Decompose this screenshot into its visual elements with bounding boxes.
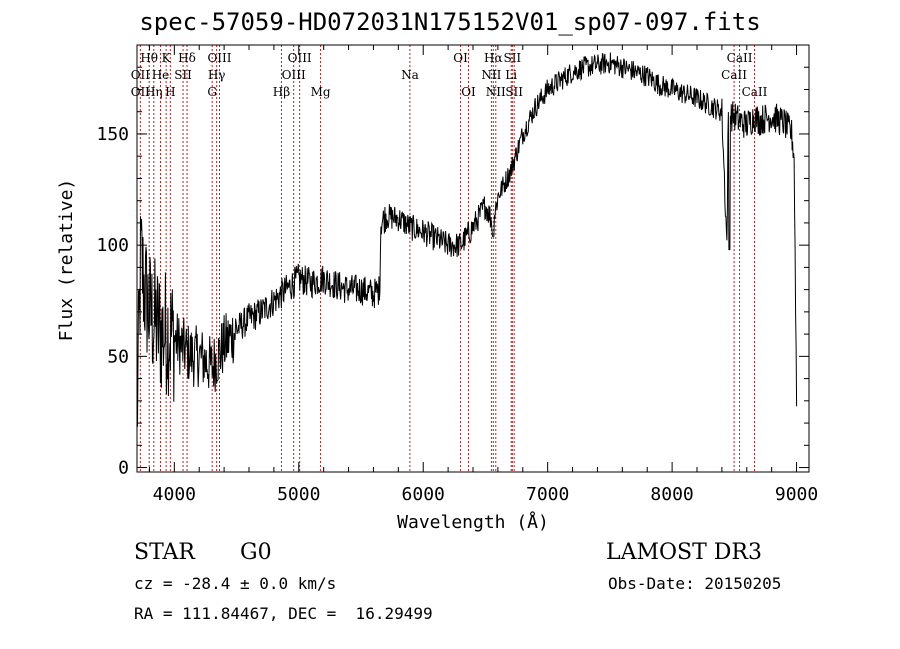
spectral-line-label-19: Hη bbox=[145, 85, 163, 99]
spectral-line-label-0: Hθ bbox=[140, 51, 158, 65]
spectral-line-label-13: OIII bbox=[282, 68, 306, 82]
spectral-line-label-10: He bbox=[152, 68, 170, 82]
spectral-line-label-17: CaII bbox=[721, 68, 747, 82]
spectral-line-label-27: CaII bbox=[742, 85, 768, 99]
spectral-line-label-2: Hδ bbox=[178, 51, 196, 65]
y-tick-label-0: 0 bbox=[118, 458, 129, 479]
spectral-line-label-1: K bbox=[162, 51, 172, 65]
ra-dec-coordinates: RA = 111.84467, DEC = 16.29499 bbox=[134, 604, 433, 623]
y-tick-label-100: 100 bbox=[96, 235, 129, 256]
spectrum-series-line bbox=[136, 52, 798, 427]
spectral-line-markers bbox=[139, 45, 755, 472]
x-axis-ticks: 4000 5000 6000 7000 8000 9000 bbox=[148, 45, 818, 505]
spectral-line-label-7: SII bbox=[503, 51, 521, 65]
spectral-line-label-3: OIII bbox=[207, 51, 231, 65]
observation-date: Obs-Date: 20150205 bbox=[608, 574, 782, 593]
spectral-line-label-21: G bbox=[207, 85, 217, 99]
spectral-line-label-6: Hα bbox=[484, 51, 503, 65]
x-tick-label-4000: 4000 bbox=[153, 484, 196, 505]
x-tick-label-6000: 6000 bbox=[402, 484, 445, 505]
spectral-line-label-24: OI bbox=[461, 85, 476, 99]
x-tick-label-7000: 7000 bbox=[526, 484, 569, 505]
object-type: STAR bbox=[134, 540, 195, 565]
x-tick-label-8000: 8000 bbox=[650, 484, 693, 505]
spectral-line-label-23: Mg bbox=[311, 85, 331, 99]
spectral-line-label-12: Hγ bbox=[208, 68, 226, 82]
spectral-line-label-5: OI bbox=[453, 51, 468, 65]
spectral-line-label-18: OII bbox=[131, 85, 151, 99]
y-axis-label: Flux (relative) bbox=[56, 179, 77, 342]
spectral-line-label-9: OII bbox=[131, 68, 151, 82]
y-axis-ticks: 0 50 100 150 bbox=[96, 66, 809, 479]
spectral-class: G0 bbox=[240, 540, 272, 565]
spectral-line-label-4: OIII bbox=[288, 51, 312, 65]
spectral-line-label-20: H bbox=[165, 85, 175, 99]
spectral-line-label-16: Li bbox=[505, 68, 517, 82]
spectral-line-label-26: SII bbox=[505, 85, 523, 99]
spectral-line-label-22: Hβ bbox=[273, 85, 290, 99]
spectral-line-label-14: Na bbox=[401, 68, 419, 82]
x-axis-label: Wavelength (Å) bbox=[397, 511, 549, 533]
spectral-line-label-15: NII bbox=[481, 68, 501, 82]
spectral-line-label-11: SII bbox=[174, 68, 192, 82]
redshift-cz: cz = -28.4 ± 0.0 km/s bbox=[134, 574, 337, 593]
y-tick-label-50: 50 bbox=[107, 346, 129, 367]
survey-name: LAMOST DR3 bbox=[606, 540, 762, 565]
spectral-line-label-25: NII bbox=[486, 85, 506, 99]
chart-title: spec-57059-HD072031N175152V01_sp07-097.f… bbox=[139, 8, 761, 36]
y-tick-label-150: 150 bbox=[96, 124, 129, 145]
x-tick-label-5000: 5000 bbox=[277, 484, 320, 505]
spectral-line-label-8: CaII bbox=[727, 51, 753, 65]
x-tick-label-9000: 9000 bbox=[775, 484, 818, 505]
